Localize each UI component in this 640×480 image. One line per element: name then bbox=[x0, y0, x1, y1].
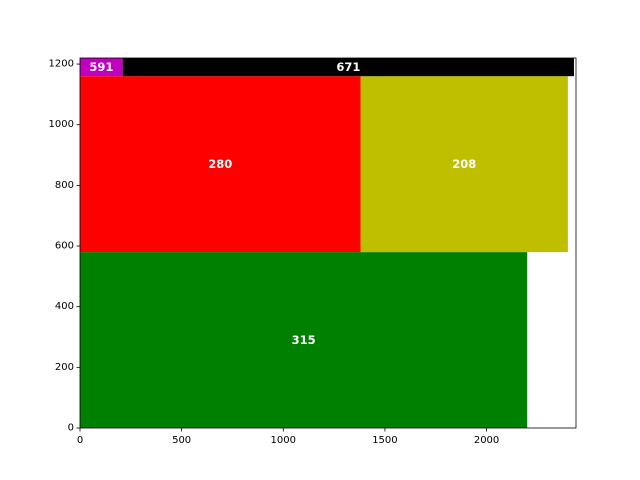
y-tick-label: 1200 bbox=[49, 59, 74, 70]
plot-frame bbox=[79, 57, 577, 429]
y-tick-label: 0 bbox=[68, 423, 74, 434]
y-tick-label: 400 bbox=[55, 301, 74, 312]
treemap-rect-280 bbox=[80, 76, 361, 253]
treemap-rect-label: 591 bbox=[89, 60, 113, 74]
treemap-rect-208 bbox=[360, 76, 568, 253]
y-tick-label: 800 bbox=[55, 180, 74, 191]
treemap-rect-label: 315 bbox=[292, 333, 316, 347]
y-tick-label: 600 bbox=[55, 241, 74, 252]
x-tick-label: 2000 bbox=[474, 435, 499, 446]
y-axis: 0 200 400 600 800 1000 1200 bbox=[49, 59, 80, 434]
treemap-rect-315 bbox=[80, 252, 528, 428]
rectangles-layer: 315 280 208 591 671 bbox=[80, 58, 574, 428]
x-tick-label: 1000 bbox=[271, 435, 296, 446]
y-tick-label: 200 bbox=[55, 362, 74, 373]
treemap-rect-591 bbox=[80, 58, 123, 77]
treemap-rect-671 bbox=[122, 58, 574, 77]
treemap-rect-label: 280 bbox=[208, 157, 232, 171]
x-tick-label: 500 bbox=[172, 435, 191, 446]
y-tick-label: 1000 bbox=[49, 119, 74, 130]
treemap-rect-label: 208 bbox=[452, 157, 476, 171]
x-axis: 0 500 1000 1500 2000 bbox=[77, 428, 499, 446]
x-tick-label: 0 bbox=[77, 435, 83, 446]
x-tick-label: 1500 bbox=[372, 435, 397, 446]
treemap-rect-label: 671 bbox=[336, 60, 360, 74]
